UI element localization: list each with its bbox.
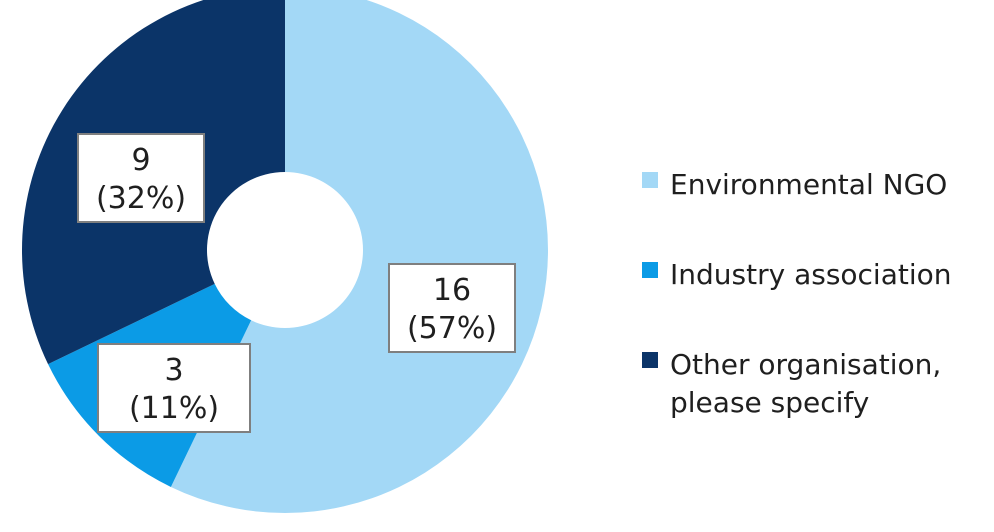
legend-item-1: Environmental NGO <box>642 168 947 201</box>
data-label-percent: (32%) <box>96 181 186 216</box>
data-label-2: 3(11%) <box>97 343 251 433</box>
data-label-percent: (57%) <box>407 311 497 346</box>
data-label-box <box>77 133 205 223</box>
data-label-3: 9(32%) <box>77 133 205 223</box>
legend-label: please specify <box>670 386 869 419</box>
donut-slices <box>22 0 548 513</box>
data-label-percent: (11%) <box>129 391 219 426</box>
legend-item-2: Industry association <box>642 258 952 291</box>
data-label-box <box>388 263 516 353</box>
donut-slice-1 <box>170 0 548 513</box>
data-label-value: 3 <box>164 353 183 388</box>
legend-item-3: Other organisation, please specify <box>642 348 941 419</box>
data-label-value: 9 <box>131 143 150 178</box>
data-labels: 16(57%) 3(11%) 9(32%) <box>77 133 516 433</box>
legend: Environmental NGO Industry association Oth… <box>642 168 952 419</box>
legend-swatch <box>642 172 658 188</box>
legend-swatch <box>642 352 658 368</box>
legend-label: Industry association <box>670 258 952 291</box>
data-label-box <box>97 343 251 433</box>
data-label-value: 16 <box>433 273 471 308</box>
legend-swatch <box>642 262 658 278</box>
data-label-1: 16(57%) <box>388 263 516 353</box>
legend-label: Environmental NGO <box>670 168 947 201</box>
legend-label: Other organisation, <box>670 348 941 381</box>
